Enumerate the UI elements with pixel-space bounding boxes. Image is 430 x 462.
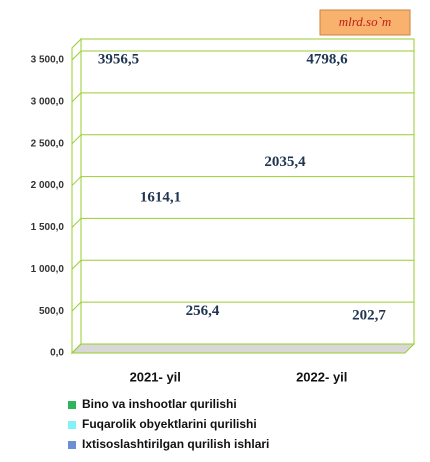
x-tick-label: 2021- yil xyxy=(130,369,181,384)
grid-line xyxy=(71,343,414,354)
legend-swatch xyxy=(68,401,76,409)
y-tick-label: 3 500,0 xyxy=(31,55,65,66)
grid-line xyxy=(71,301,414,312)
value-label: 2035,4 xyxy=(264,154,306,170)
y-tick-label: 3 000,0 xyxy=(31,96,65,107)
value-label: 202,7 xyxy=(352,307,386,323)
y-tick-label: 2 500,0 xyxy=(31,138,65,149)
legend-swatch xyxy=(68,441,76,449)
y-tick-label: 1 000,0 xyxy=(31,264,65,275)
bar-top xyxy=(94,13,144,22)
value-label: 3956,5 xyxy=(98,51,139,67)
grid-line xyxy=(71,50,414,61)
grid-line xyxy=(71,134,414,145)
grid-line xyxy=(71,217,414,228)
back-wall xyxy=(80,38,415,345)
side-wall xyxy=(71,37,82,355)
x-tick-label: 2022- yil xyxy=(296,369,347,384)
y-tick-label: 2 000,0 xyxy=(31,180,65,191)
legend-swatch xyxy=(68,421,76,429)
unit-box xyxy=(319,9,411,36)
grid-line xyxy=(71,92,414,103)
legend-label: Ixtisoslashtirilgan qurilish ishlari xyxy=(82,437,269,451)
grid-line xyxy=(71,176,414,186)
unit-label: mlrd.so`m xyxy=(339,14,392,29)
value-label: 256,4 xyxy=(186,303,220,319)
legend-label: Bino va inshootlar qurilishi xyxy=(82,397,237,411)
value-label: 1614,1 xyxy=(140,189,181,205)
value-label: 4798,6 xyxy=(306,51,348,67)
y-tick-label: 1 500,0 xyxy=(31,222,65,233)
floor xyxy=(70,343,416,354)
legend-label: Fuqarolik obyektlarini qurilishi xyxy=(82,417,257,431)
grid-line xyxy=(71,259,414,270)
y-tick-label: 0,0 xyxy=(50,348,64,359)
y-tick-label: 500,0 xyxy=(39,306,64,317)
